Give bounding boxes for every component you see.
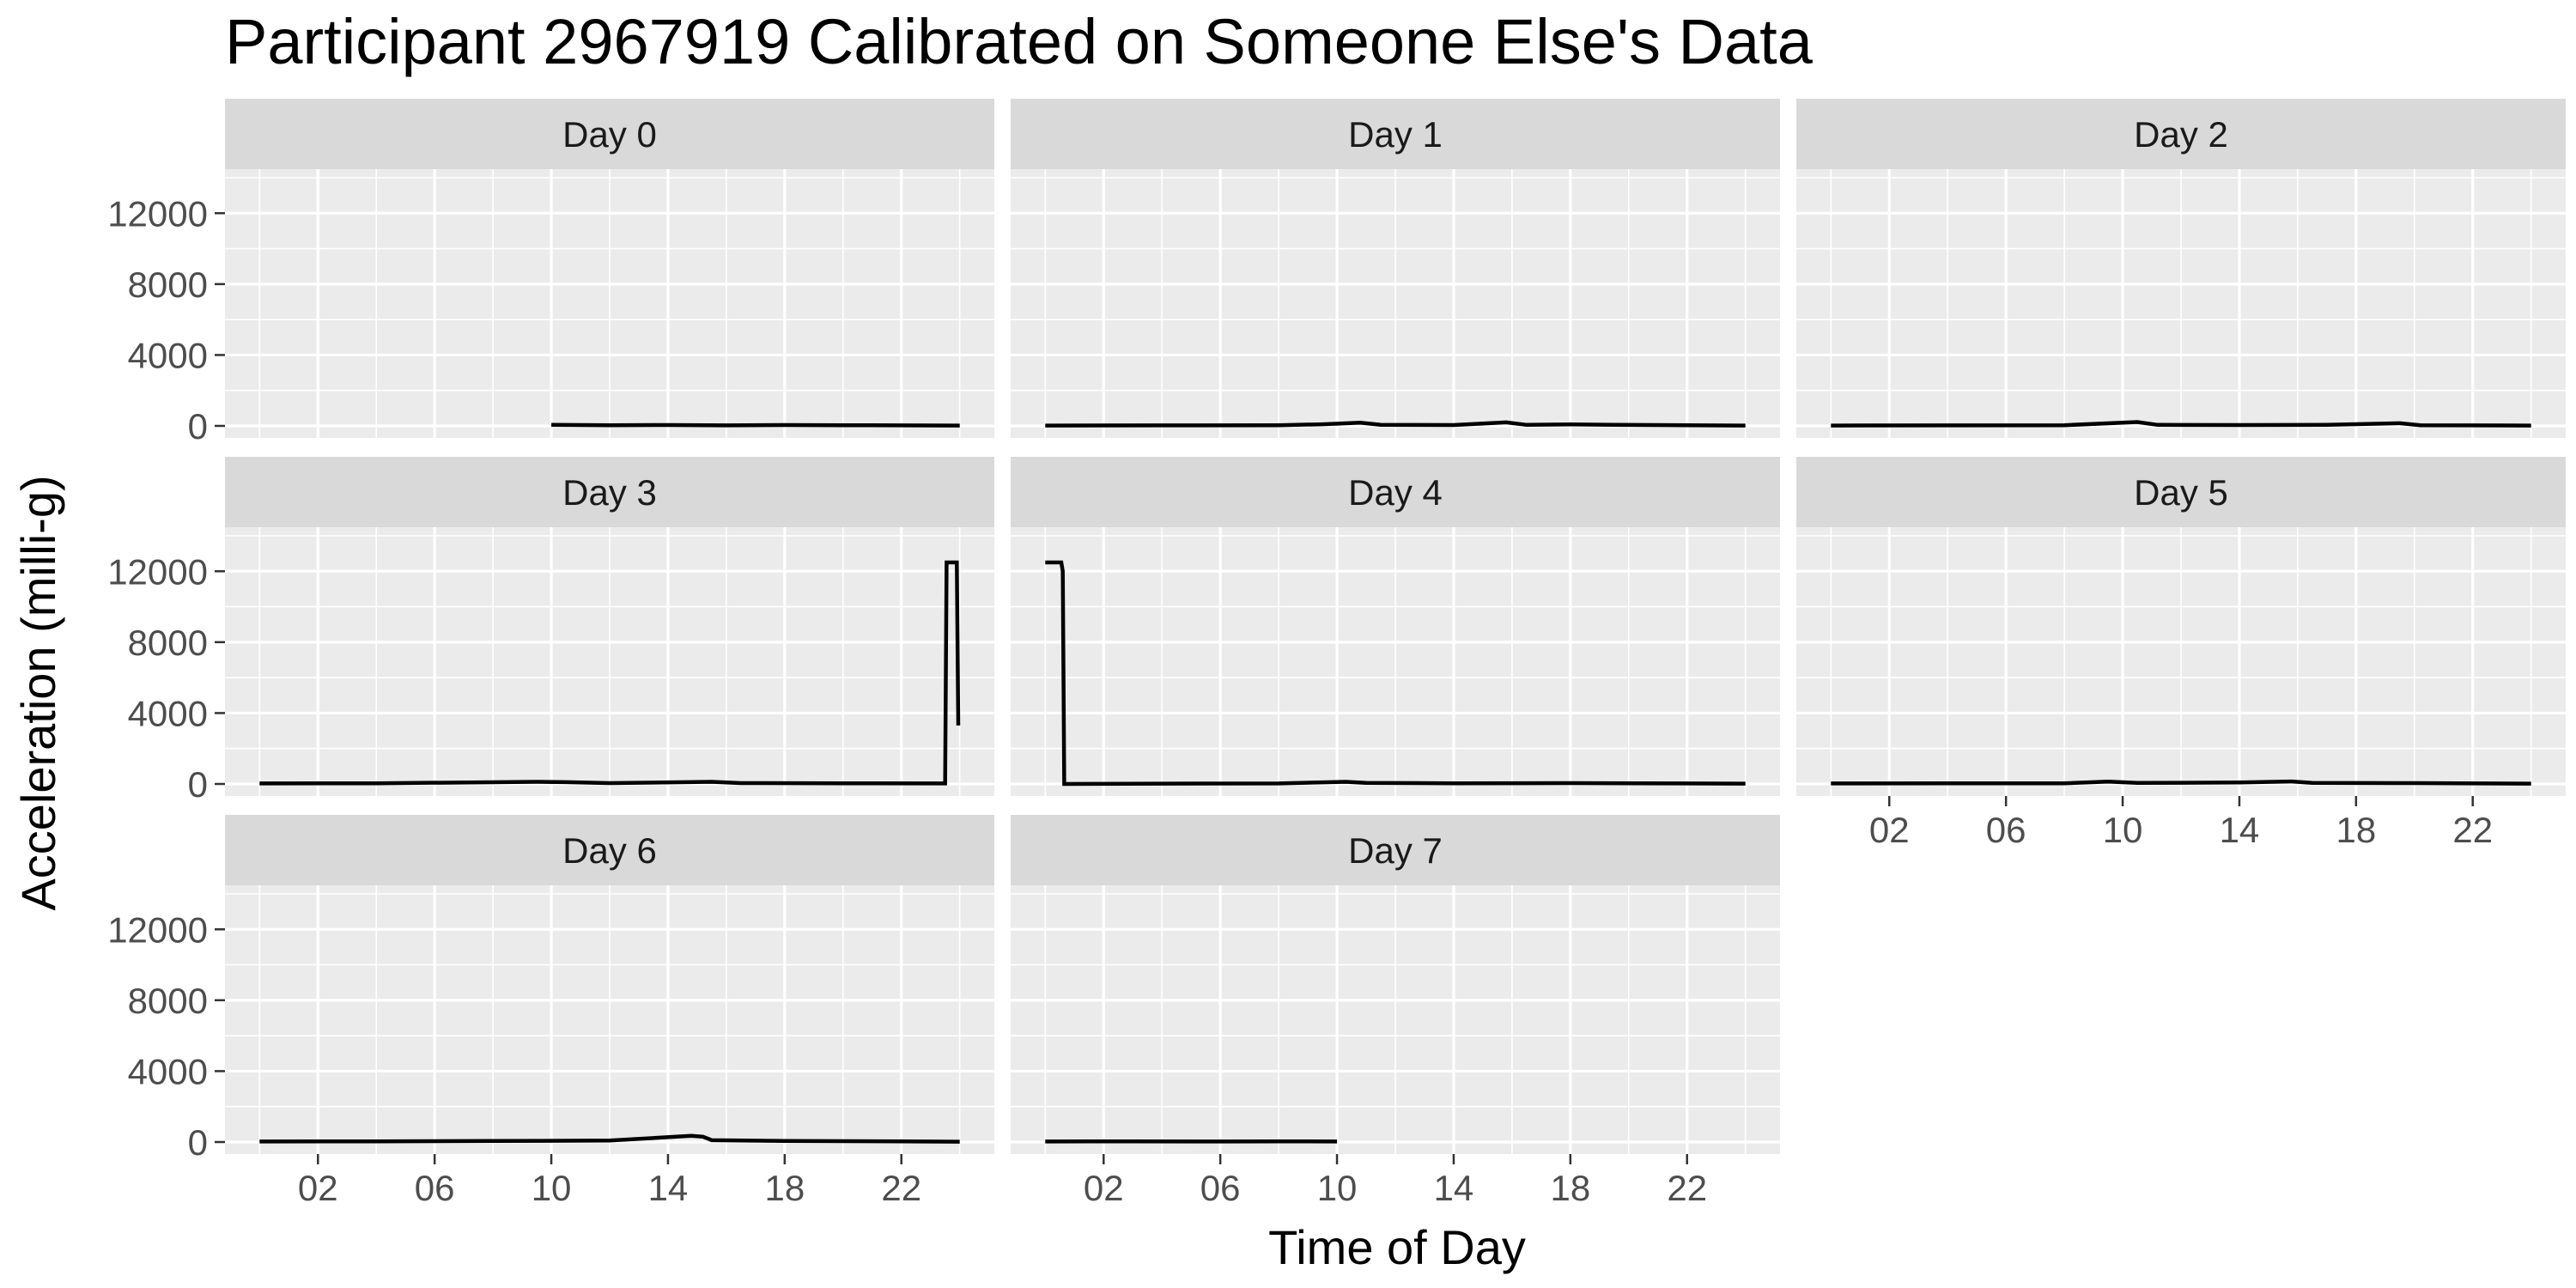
facet-panel-7: Day 7 02 06 10 14 18 22 bbox=[1011, 815, 1780, 1208]
facet-panel-2: Day 2 bbox=[1796, 99, 2566, 438]
x-tick-label: 02 bbox=[1869, 810, 1910, 850]
facet-strip bbox=[1011, 99, 1780, 169]
facet-strip bbox=[1796, 457, 2566, 527]
x-tick-label: 02 bbox=[298, 1168, 338, 1208]
acceleration-line bbox=[551, 422, 960, 428]
acceleration-line bbox=[1831, 420, 2531, 428]
facet-strip bbox=[225, 99, 994, 169]
x-tick-label: 22 bbox=[2452, 810, 2493, 850]
x-tick-label: 06 bbox=[415, 1168, 455, 1208]
x-tick-label: 06 bbox=[1986, 810, 2026, 850]
x-tick-label: 18 bbox=[1550, 1168, 1590, 1208]
y-tick-label: 12000 bbox=[107, 551, 208, 592]
x-tick-label: 10 bbox=[532, 1168, 572, 1208]
facet-panels: Day 0 0 4000 8000 12000 Day 1 Day 2 Day 3 0 4000 8… bbox=[107, 99, 2566, 1208]
y-tick-label: 4000 bbox=[128, 693, 208, 733]
acceleration-line bbox=[1831, 779, 2531, 786]
y-tick-label: 0 bbox=[188, 406, 208, 447]
x-tick-label: 18 bbox=[2336, 810, 2376, 850]
x-tick-label: 02 bbox=[1084, 1168, 1124, 1208]
x-tick-label: 22 bbox=[881, 1168, 921, 1208]
x-tick-label: 14 bbox=[1434, 1168, 1474, 1208]
y-tick-label: 0 bbox=[188, 1122, 208, 1163]
x-tick-label: 06 bbox=[1200, 1168, 1241, 1208]
y-tick-label: 8000 bbox=[128, 981, 208, 1021]
acceleration-line bbox=[1045, 560, 1746, 787]
facet-strip-label: Day 4 bbox=[1348, 472, 1443, 513]
facet-panel-5: Day 5 02 06 10 14 18 22 bbox=[1796, 457, 2566, 850]
chart-title: Participant 2967919 Calibrated on Someon… bbox=[225, 6, 1814, 77]
y-tick-label: 8000 bbox=[128, 264, 208, 305]
facet-strip-label: Day 2 bbox=[2134, 114, 2228, 155]
facet-strip-label: Day 3 bbox=[562, 472, 657, 513]
facet-strip bbox=[1796, 99, 2566, 169]
y-tick-label: 12000 bbox=[107, 193, 208, 234]
facet-panel-1: Day 1 bbox=[1011, 99, 1780, 438]
facet-strip-label: Day 0 bbox=[562, 114, 657, 155]
facet-strip bbox=[225, 457, 994, 527]
acceleration-line bbox=[259, 560, 961, 786]
y-tick-label: 4000 bbox=[128, 335, 208, 375]
y-tick-label: 12000 bbox=[107, 909, 208, 950]
x-tick-label: 14 bbox=[2220, 810, 2260, 850]
x-tick-label: 14 bbox=[648, 1168, 689, 1208]
facet-strip bbox=[1011, 457, 1780, 527]
acceleration-line bbox=[259, 1133, 960, 1144]
x-tick-label: 10 bbox=[1317, 1168, 1358, 1208]
x-tick-label: 18 bbox=[764, 1168, 805, 1208]
facet-strip-label: Day 1 bbox=[1348, 114, 1443, 155]
x-tick-label: 10 bbox=[2103, 810, 2143, 850]
facet-strip bbox=[225, 815, 994, 885]
y-axis-title: Acceleration (milli-g) bbox=[11, 475, 65, 910]
facet-panel-4: Day 4 bbox=[1011, 457, 1780, 796]
y-tick-label: 4000 bbox=[128, 1051, 208, 1091]
facet-strip bbox=[1011, 815, 1780, 885]
facet-strip-label: Day 7 bbox=[1348, 830, 1443, 871]
acceleration-line bbox=[1045, 420, 1746, 428]
y-tick-label: 0 bbox=[188, 764, 208, 805]
facet-strip-label: Day 6 bbox=[562, 830, 657, 871]
facet-panel-0: Day 0 0 4000 8000 12000 bbox=[107, 99, 994, 447]
facet-panel-6: Day 6 0 4000 8000 12000 02 06 10 14 18 22 bbox=[107, 815, 994, 1208]
x-tick-label: 22 bbox=[1667, 1168, 1707, 1208]
y-tick-label: 8000 bbox=[128, 623, 208, 663]
facet-strip-label: Day 5 bbox=[2134, 472, 2228, 513]
x-axis-title: Time of Day bbox=[1268, 1220, 1526, 1274]
facet-panel-3: Day 3 0 4000 8000 12000 bbox=[107, 457, 994, 805]
